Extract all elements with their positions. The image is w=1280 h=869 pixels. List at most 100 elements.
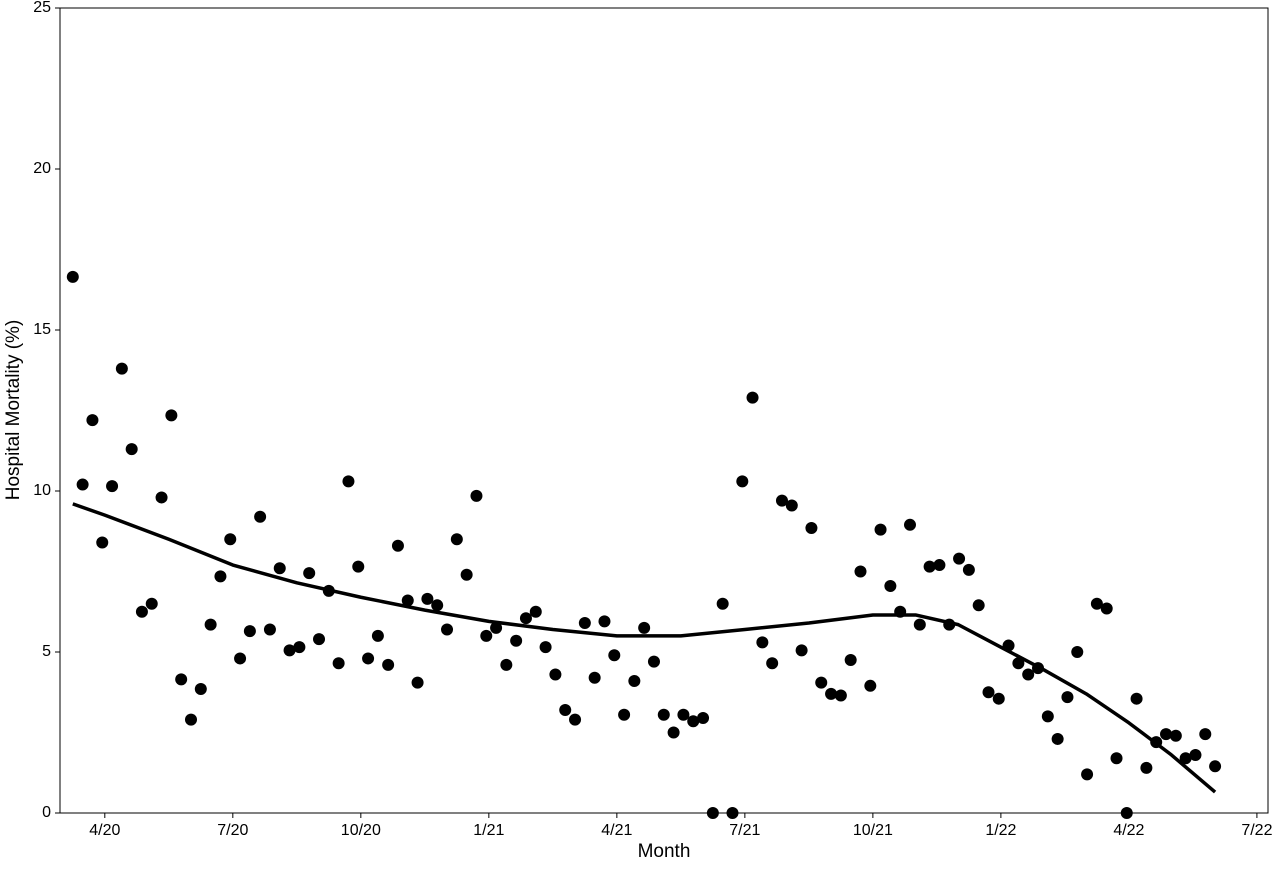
y-tick-label: 0 [42,804,51,821]
data-point [559,703,572,716]
data-point [844,654,857,667]
data-point [805,522,818,535]
data-point [1061,691,1074,704]
data-point [1169,729,1182,742]
data-point [726,807,739,819]
data-point [785,499,798,512]
data-point [204,618,217,631]
x-tick-label: 4/20 [89,822,120,839]
data-point [441,623,454,636]
data-point [736,475,749,488]
data-point [293,641,306,654]
data-point [214,570,227,583]
data-point [608,649,621,662]
data-point [756,636,769,649]
data-point [598,615,611,628]
data-point [775,494,788,507]
data-point [667,726,680,739]
data-point [766,657,779,670]
data-point [1041,710,1054,723]
data-point [972,599,985,612]
data-point [588,671,601,684]
data-point [628,674,641,687]
data-point [618,708,631,721]
data-point [953,552,966,565]
data-point [263,623,276,636]
data-point [490,621,503,634]
data-point [825,687,838,700]
data-point [96,536,109,549]
data-point [66,270,79,283]
data-point [874,523,887,536]
data-point [391,539,404,552]
plot-frame [59,7,1269,814]
data-point [224,533,237,546]
y-tick-label: 5 [42,643,51,660]
x-tick-label: 7/21 [729,822,760,839]
data-point [313,633,326,646]
data-point [1140,761,1153,774]
data-point [254,510,267,523]
data-point [549,668,562,681]
data-point [1209,760,1222,773]
data-point [480,629,493,642]
data-point [1022,668,1035,681]
data-point [1130,692,1143,705]
data-point [371,629,384,642]
trend-line [72,502,1217,794]
data-point [145,597,158,610]
data-point [76,478,89,491]
data-point [184,713,197,726]
data-point [992,692,1005,705]
data-point [342,475,355,488]
data-point [460,568,473,581]
data-point [1071,646,1084,658]
data-point [677,708,690,721]
data-point [687,715,700,728]
data-point [194,683,207,696]
data-point [500,658,513,671]
data-point [884,579,897,592]
data-point [155,491,168,504]
data-point [982,686,995,699]
data-point [1199,728,1212,741]
data-point [913,618,926,631]
data-point [450,533,463,546]
x-tick-label: 1/22 [985,822,1016,839]
x-tick-label: 10/20 [341,822,381,839]
data-point [165,409,178,422]
data-point [1012,657,1025,670]
y-axis-title: Hospital Mortality (%) [3,320,24,501]
y-tick-label: 25 [33,0,51,16]
data-point [332,657,345,670]
x-tick-label: 10/21 [853,822,893,839]
x-axis-title: Month [638,841,691,862]
data-point [382,658,395,671]
data-point [706,807,719,819]
data-point [86,414,99,427]
data-point [923,560,936,573]
data-point [115,362,128,375]
y-tick-label: 20 [33,160,51,177]
x-tick-label: 4/21 [601,822,632,839]
data-point [519,612,532,625]
data-point [854,565,867,578]
data-point [834,689,847,702]
data-point [795,644,808,657]
data-point [815,676,828,689]
data-point [569,713,582,726]
data-point [125,443,138,456]
data-point [1100,602,1113,615]
data-point [106,480,119,493]
data-point [638,621,651,634]
data-point [657,708,670,721]
y-tick-label: 15 [33,321,51,338]
data-point [243,625,256,638]
data-point [283,644,296,657]
data-point [864,679,877,692]
data-point [529,605,542,618]
data-point [135,605,148,618]
x-tick-label: 1/21 [473,822,504,839]
data-point [411,676,424,689]
